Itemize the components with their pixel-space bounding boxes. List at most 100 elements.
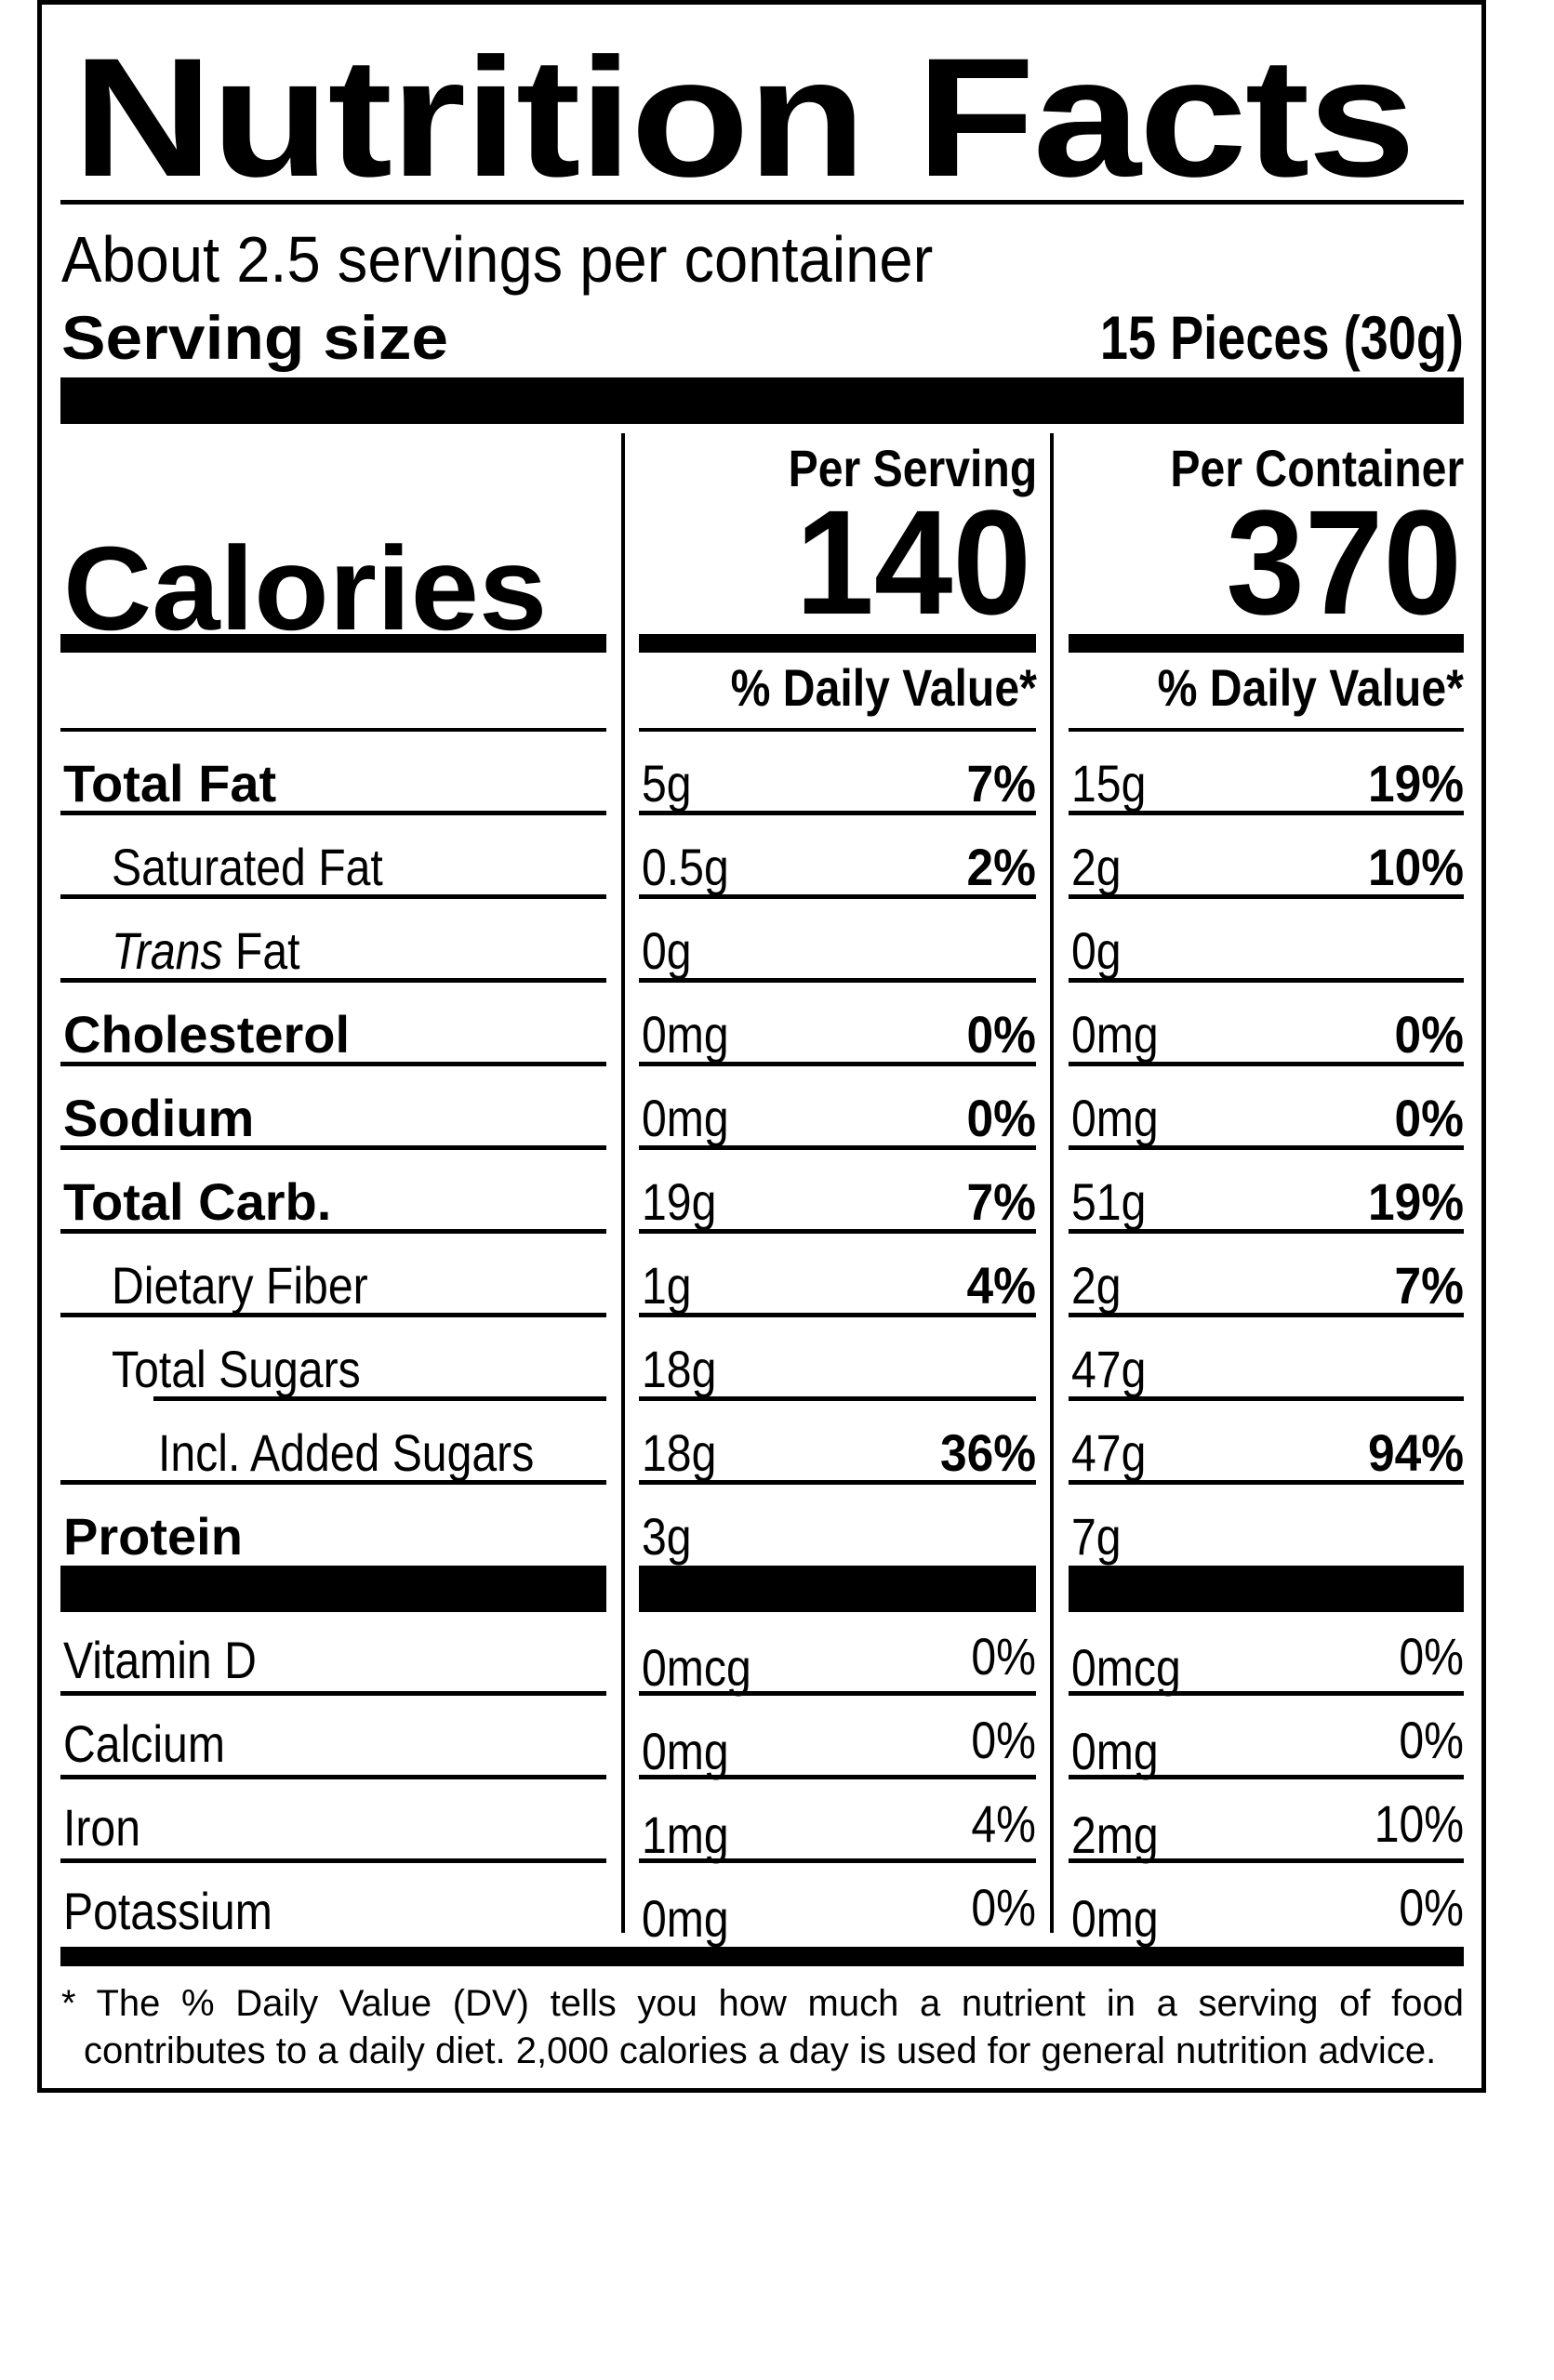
- vitamin-amount-per-serving: 0mcg: [642, 1638, 751, 1697]
- dv-per-container: 0%: [1394, 1089, 1464, 1147]
- row-rule: [60, 1691, 606, 1696]
- per-serving-heading: Per Serving: [788, 439, 1037, 497]
- dv-per-serving: 4%: [966, 1256, 1036, 1315]
- dv-heading-serving: % Daily Value*: [730, 658, 1037, 717]
- vitamin-amount-per-container: 0mcg: [1071, 1638, 1181, 1697]
- amount-per-container: 0mg: [1071, 1089, 1159, 1147]
- calories-label: Calories: [63, 522, 548, 655]
- vitamin-label: Calcium: [63, 1714, 225, 1773]
- row-rule: [1069, 1775, 1464, 1779]
- row-rule: [639, 1775, 1036, 1779]
- amount-per-container: 2g: [1071, 838, 1122, 896]
- vitamin-amount-per-container: 0mg: [1071, 1722, 1159, 1780]
- row-rule: [639, 1229, 1036, 1234]
- row-rule: [60, 1229, 606, 1234]
- servings-per-container: About 2.5 servings per container: [61, 223, 934, 296]
- vitamin-amount-per-container: 0mg: [1071, 1889, 1159, 1948]
- dv-per-container: 10%: [1367, 838, 1464, 896]
- amount-per-container: 7g: [1071, 1507, 1122, 1566]
- row-rule: [1069, 1480, 1464, 1485]
- dv-per-container: 19%: [1367, 754, 1464, 813]
- title-rule: [60, 200, 1464, 205]
- vitamin-amount-per-container: 2mg: [1071, 1805, 1159, 1864]
- row-rule: [639, 1313, 1036, 1317]
- nutrient-label: Protein: [63, 1507, 243, 1566]
- column-divider-2: [1050, 433, 1054, 1933]
- row-rule: [60, 1775, 606, 1779]
- vitamin-label: Potassium: [63, 1882, 272, 1940]
- row-rule: [60, 1480, 606, 1485]
- per-container-heading: Per Container: [1170, 439, 1464, 497]
- dv-per-serving: 0%: [966, 1005, 1036, 1064]
- dv-per-container: 19%: [1367, 1172, 1464, 1231]
- nutrient-label: Trans Fat: [112, 925, 300, 977]
- row-rule: [639, 1480, 1036, 1485]
- row-rule: [1069, 1396, 1464, 1401]
- vitamin-dv-per-serving: 0%: [971, 1627, 1036, 1686]
- dv-per-container: 94%: [1367, 1423, 1464, 1482]
- footnote-line-2: contributes to a daily diet. 2,000 calor…: [84, 2030, 1437, 2071]
- row-rule: [60, 978, 606, 983]
- vitamin-dv-per-container: 10%: [1374, 1794, 1464, 1853]
- vitamin-dv-per-serving: 0%: [971, 1711, 1036, 1769]
- amount-per-container: 0mg: [1071, 1005, 1159, 1064]
- dv-per-container: 7%: [1394, 1256, 1464, 1315]
- row-rule: [60, 1062, 606, 1066]
- dv-heading-container: % Daily Value*: [1157, 658, 1464, 717]
- vitamin-dv-per-container: 0%: [1399, 1627, 1464, 1686]
- row-rule: [639, 811, 1036, 815]
- row-rule: [60, 728, 606, 732]
- nutrient-label: Total Fat: [63, 754, 277, 813]
- vitamin-label: Iron: [63, 1798, 140, 1857]
- vitamin-dv-per-container: 0%: [1399, 1878, 1464, 1937]
- amount-per-container: 47g: [1071, 1423, 1147, 1482]
- bottom-thick-bar: [60, 1947, 1464, 1966]
- row-rule: [60, 894, 606, 899]
- amount-per-serving: 18g: [642, 1423, 717, 1482]
- vitamin-thick-bar-serving: [639, 1566, 1036, 1612]
- calories-bar-container: [1069, 634, 1464, 653]
- dv-per-serving: 0%: [966, 1089, 1036, 1147]
- amount-per-container: 51g: [1071, 1172, 1147, 1231]
- nutrient-label: Dietary Fiber: [112, 1256, 368, 1315]
- dv-per-serving: 36%: [939, 1423, 1036, 1482]
- row-rule: [60, 1858, 606, 1863]
- vitamin-thick-bar-container: [1069, 1566, 1464, 1612]
- amount-per-container: 2g: [1071, 1256, 1122, 1315]
- vitamin-amount-per-serving: 0mg: [642, 1722, 729, 1780]
- amount-per-serving: 19g: [642, 1172, 717, 1231]
- amount-per-serving: 3g: [642, 1507, 692, 1566]
- vitamin-amount-per-serving: 1mg: [642, 1805, 729, 1864]
- vitamin-dv-per-serving: 0%: [971, 1878, 1036, 1937]
- amount-per-serving: 0g: [642, 921, 692, 980]
- row-rule: [1069, 1313, 1464, 1317]
- row-rule: [639, 1396, 1036, 1401]
- calories-bar-serving: [639, 634, 1036, 653]
- row-rule: [153, 1396, 606, 1401]
- row-rule: [1069, 728, 1464, 732]
- vitamin-dv-per-container: 0%: [1399, 1711, 1464, 1769]
- row-rule: [1069, 1145, 1464, 1150]
- row-rule: [639, 1858, 1036, 1863]
- nutrient-label-italic: Trans: [112, 921, 223, 980]
- serving-size-value: 15 Pieces (30g): [1099, 303, 1464, 372]
- nutrient-label-rest: Fat: [222, 921, 300, 980]
- dv-per-serving: 7%: [966, 1172, 1036, 1231]
- column-divider-1: [621, 433, 625, 1933]
- row-rule: [1069, 1858, 1464, 1863]
- nutrition-facts-panel: [37, 0, 1486, 2093]
- row-rule: [639, 1691, 1036, 1696]
- amount-per-serving: 0mg: [642, 1005, 729, 1064]
- vitamin-dv-per-serving: 4%: [971, 1794, 1036, 1853]
- row-rule: [1069, 1229, 1464, 1234]
- nutrient-label: Total Sugars: [112, 1340, 361, 1398]
- nutrient-label: Saturated Fat: [112, 838, 383, 896]
- calories-bar-left: [60, 634, 606, 653]
- vitamin-thick-bar-left: [60, 1566, 606, 1612]
- vitamin-label: Vitamin D: [63, 1631, 257, 1689]
- amount-per-serving: 5g: [642, 754, 692, 813]
- row-rule: [639, 978, 1036, 983]
- row-rule: [639, 728, 1036, 732]
- row-rule: [1069, 1691, 1464, 1696]
- row-rule: [1069, 1062, 1464, 1066]
